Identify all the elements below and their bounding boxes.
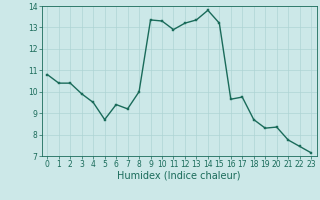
X-axis label: Humidex (Indice chaleur): Humidex (Indice chaleur) <box>117 171 241 181</box>
